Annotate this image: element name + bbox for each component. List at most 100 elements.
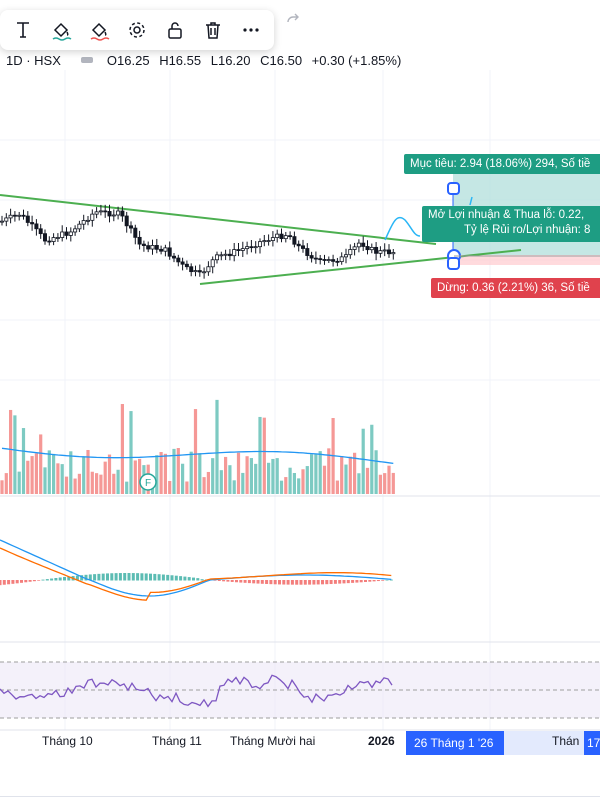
text-tool-button[interactable] <box>4 11 42 49</box>
macd-bar <box>93 574 97 581</box>
candle-body <box>120 210 125 217</box>
candle-body <box>47 240 52 243</box>
macd-bar <box>0 580 2 586</box>
candle-body <box>90 213 95 221</box>
stop-label[interactable]: Dừng: 0.36 (2.21%) 36, Số tiề <box>431 278 600 298</box>
candle-body <box>331 259 336 262</box>
macd-bar <box>338 580 342 584</box>
candle-body <box>150 245 155 250</box>
stop-handle[interactable] <box>447 257 460 270</box>
line-color-button[interactable] <box>80 11 118 49</box>
volume-bar <box>357 473 361 494</box>
redo-icon[interactable] <box>284 10 302 28</box>
macd-bar <box>282 580 286 585</box>
macd-bar <box>67 576 71 581</box>
forecast-curve[interactable] <box>384 216 421 241</box>
financials-marker-icon[interactable] <box>139 473 157 491</box>
range-start-date[interactable]: 26 Tháng 1 '26 <box>406 731 504 755</box>
volume-bar <box>387 465 391 494</box>
lock-button[interactable] <box>156 11 194 49</box>
macd-bar <box>41 579 45 581</box>
volume-bar <box>189 451 193 494</box>
candle-body <box>17 214 22 217</box>
candle-body <box>38 228 43 235</box>
volume-bar <box>249 458 253 494</box>
settings-button[interactable] <box>118 11 156 49</box>
risk-reward-line: Tỷ lệ Rủi ro/Lợi nhuận: 8 <box>464 224 591 236</box>
candle-body <box>128 225 133 229</box>
delete-button[interactable] <box>194 11 232 49</box>
volume-bar <box>224 456 228 494</box>
macd-bar <box>75 575 79 581</box>
macd-bar <box>149 573 152 581</box>
high-value: H16.55 <box>159 52 202 68</box>
drawing-toolbar <box>0 10 274 50</box>
volume-bar <box>90 471 94 494</box>
macd-bar <box>58 577 62 581</box>
volume-bar <box>211 458 215 494</box>
target-handle[interactable] <box>447 182 460 195</box>
volume-bar <box>172 448 176 494</box>
candle-body <box>81 220 86 225</box>
volume-bar <box>335 480 339 494</box>
volume-bar <box>206 471 210 494</box>
volume-ma-line <box>1 447 394 465</box>
candle-body <box>369 246 374 251</box>
candle-body <box>288 235 293 238</box>
macd-bar <box>37 580 41 581</box>
volume-bar <box>30 456 34 494</box>
volume-bar <box>348 456 352 494</box>
volume-series[interactable] <box>0 399 395 494</box>
candle-body <box>180 261 185 265</box>
candle-body <box>309 255 314 259</box>
candle-body <box>0 220 4 223</box>
candle-body <box>64 231 69 236</box>
candle-body <box>374 246 379 254</box>
candle-body <box>12 214 17 217</box>
macd-histogram[interactable] <box>0 573 393 586</box>
volume-bar <box>378 474 382 494</box>
fill-color-button[interactable] <box>42 11 80 49</box>
volume-bar <box>284 477 288 494</box>
macd-bar <box>351 580 355 583</box>
macd-bar <box>131 573 135 581</box>
candle-body <box>365 246 370 251</box>
target-label[interactable]: Mục tiêu: 2.94 (18.06%) 294, Số tiề <box>404 154 600 174</box>
interval-exchange[interactable]: 1D · HSX <box>6 52 61 68</box>
macd-bar <box>235 580 238 583</box>
paint-bucket-icon <box>52 22 72 41</box>
candle-body <box>4 217 9 222</box>
candle-body <box>335 260 340 263</box>
candle-body <box>227 253 232 257</box>
range-end-date[interactable]: 17 <box>584 731 600 755</box>
volume-bar <box>116 469 120 494</box>
volume-bar <box>125 481 129 494</box>
candle-body <box>249 246 254 249</box>
candle-body <box>214 254 219 261</box>
lock-icon <box>168 22 182 39</box>
macd-bar <box>101 573 105 581</box>
macd-bar <box>342 580 346 584</box>
candle-body <box>318 258 323 261</box>
upper-trendline[interactable] <box>0 194 437 245</box>
candlestick-series[interactable] <box>0 204 396 279</box>
macd-bar <box>183 576 187 581</box>
candle-body <box>245 246 250 250</box>
volume-bar <box>322 465 327 494</box>
candle-body <box>146 245 151 250</box>
more-button[interactable] <box>232 11 270 49</box>
volume-bar <box>34 453 38 494</box>
macd-bar <box>372 580 376 582</box>
time-axis-label: 2026 <box>368 734 395 748</box>
pnl-label[interactable]: Mở Lợi nhuận & Thua lỗ: 0.22, Tỷ lệ Rủi … <box>422 206 600 242</box>
volume-bar <box>168 480 172 494</box>
ohlc-values: O16.25 H16.55 L16.20 C16.50 +0.30 (+1.85… <box>107 53 407 68</box>
volume-bar <box>17 471 21 494</box>
macd-bar <box>127 573 131 581</box>
loss-zone[interactable] <box>453 255 600 265</box>
macd-bar <box>230 580 234 582</box>
candle-body <box>266 240 271 242</box>
macd-bar <box>273 580 277 585</box>
candle-body <box>326 259 331 261</box>
